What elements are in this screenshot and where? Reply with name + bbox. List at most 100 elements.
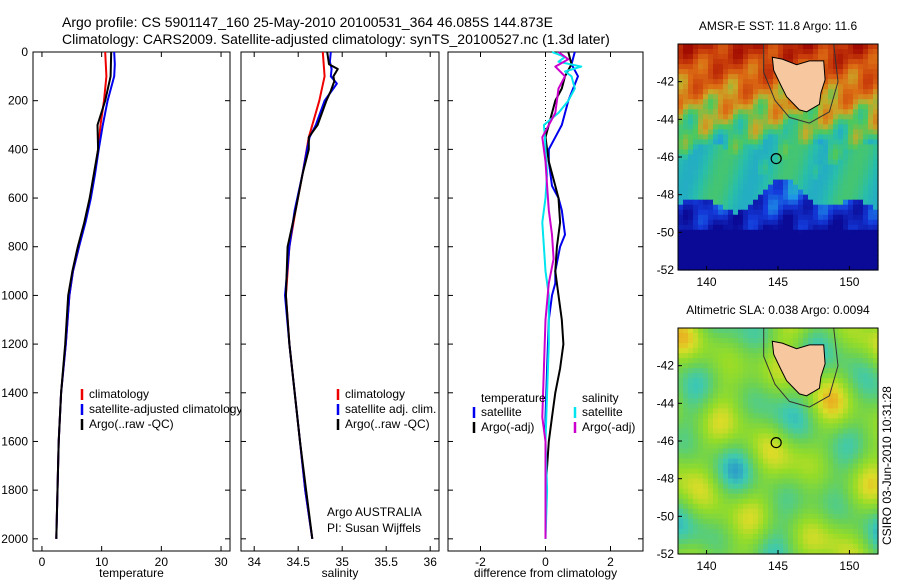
map-cell — [843, 249, 849, 256]
map-cell — [688, 493, 694, 500]
map-cell — [753, 94, 759, 100]
map-cell — [848, 179, 854, 186]
map-cell — [803, 533, 809, 540]
map-cell — [693, 498, 699, 505]
map-cell — [688, 453, 694, 460]
map-cell — [688, 408, 694, 414]
tasmania-land — [771, 56, 826, 113]
map-cell — [818, 458, 824, 465]
map-cell — [718, 413, 724, 419]
map-cell — [753, 533, 759, 540]
map-cell — [798, 119, 804, 125]
map-cell — [763, 214, 769, 221]
map-cell — [738, 249, 744, 256]
map-cell — [803, 209, 809, 216]
map-cell — [813, 49, 819, 55]
map-cell — [718, 184, 724, 191]
map-cell — [853, 538, 859, 545]
y-tick-label: -48 — [657, 188, 675, 202]
map-cell — [683, 164, 689, 171]
map-cell — [763, 378, 769, 384]
map-cell — [763, 94, 769, 100]
map-cell — [798, 264, 804, 271]
map-cell — [773, 159, 779, 166]
map-cell — [843, 493, 849, 500]
map-cell — [863, 124, 869, 130]
map-cell — [778, 164, 784, 171]
map-cell — [688, 398, 694, 404]
map-cell — [718, 493, 724, 500]
map-cell — [873, 184, 879, 191]
map-cell — [868, 478, 874, 485]
map-cell — [803, 523, 809, 530]
map-cell — [738, 408, 744, 414]
map-cell — [708, 393, 714, 399]
map-cell — [683, 328, 689, 334]
map-cell — [748, 209, 754, 216]
map-cell — [798, 428, 804, 435]
map-cell — [843, 179, 849, 186]
map-cell — [698, 209, 704, 216]
map-cell — [693, 179, 699, 186]
map-cell — [813, 124, 819, 130]
map-cell — [708, 154, 714, 161]
map-cell — [718, 498, 724, 505]
map-cell — [748, 368, 754, 374]
map-cell — [748, 84, 754, 90]
map-cell — [828, 438, 834, 445]
map-cell — [823, 473, 829, 480]
map-cell — [748, 403, 754, 409]
map-cell — [873, 433, 879, 440]
map-cell — [868, 538, 874, 545]
map-cell — [728, 94, 734, 100]
map-cell — [843, 209, 849, 216]
map-cell — [853, 179, 859, 186]
map-cell — [803, 124, 809, 130]
map-cell — [818, 224, 824, 231]
map-cell — [828, 528, 834, 535]
map-cell — [733, 174, 739, 181]
map-cell — [858, 129, 864, 135]
map-cell — [733, 204, 739, 211]
map-cell — [723, 358, 729, 364]
map-cell — [703, 59, 709, 65]
map-cell — [713, 164, 719, 171]
title-line-1: Argo profile: CS 5901147_160 25-May-2010… — [62, 14, 553, 30]
map-cell — [828, 59, 834, 65]
map-cell — [863, 503, 869, 510]
map-cell — [858, 49, 864, 55]
map-cell — [693, 149, 699, 156]
map-cell — [863, 44, 869, 50]
map-cell — [758, 174, 764, 181]
map-cell — [753, 54, 759, 60]
y-tick-label: -44 — [657, 396, 675, 410]
map-cell — [748, 194, 754, 201]
map-cell — [873, 363, 879, 369]
map-cell — [713, 513, 719, 520]
map-cell — [838, 518, 844, 525]
map-cell — [838, 229, 844, 236]
map-cell — [768, 44, 774, 50]
map-cell — [728, 59, 734, 65]
map-cell — [818, 239, 824, 246]
map-cell — [698, 244, 704, 251]
map-cell — [688, 378, 694, 384]
map-cell — [858, 139, 864, 146]
map-cell — [818, 159, 824, 166]
map-cell — [838, 44, 844, 50]
map-cell — [763, 373, 769, 379]
map-cell — [843, 219, 849, 226]
map-cell — [773, 328, 779, 334]
map-cell — [853, 433, 859, 440]
map-cell — [868, 124, 874, 130]
map-cell — [843, 134, 849, 141]
map-cell — [723, 259, 729, 266]
map-cell — [803, 184, 809, 191]
map-cell — [688, 488, 694, 495]
map-cell — [758, 59, 764, 65]
map-cell — [843, 533, 849, 540]
map-cell — [728, 104, 734, 110]
map-cell — [758, 413, 764, 419]
map-cell — [683, 209, 689, 216]
map-cell — [808, 328, 814, 334]
